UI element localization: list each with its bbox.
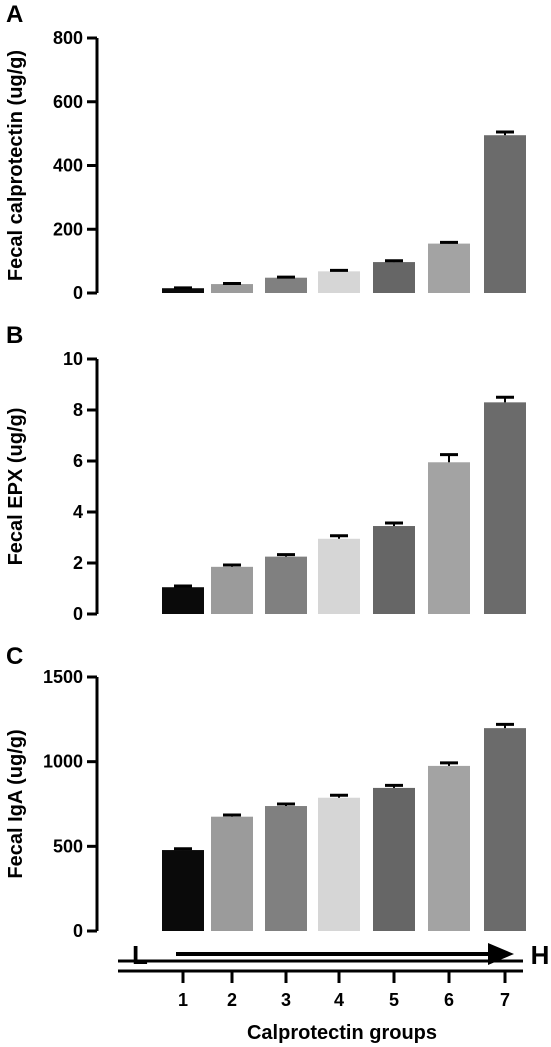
x-tick-label: 3 [281, 990, 291, 1010]
gradient-high-label: H [531, 940, 550, 970]
bar [211, 566, 253, 614]
x-tick-label: 4 [334, 990, 344, 1010]
y-tick-label: 0 [73, 283, 83, 303]
panel-letter: C [6, 643, 23, 670]
x-tick-label: 7 [500, 990, 510, 1010]
bar [484, 402, 526, 614]
chart-panel-c: C 0 500 1000 1500 Fecal IgA (ug/g) L H 1 2 3 4 5 6 7 Ca… [5, 643, 549, 1044]
bar [428, 765, 470, 931]
y-tick-label: 8 [73, 400, 83, 420]
y-tick-label: 1500 [43, 667, 83, 687]
chart-panel-a: A 0 200 400 600 800 Fecal calprotectin (ug/g) [5, 1, 526, 303]
bar [373, 787, 415, 931]
panel-letter: A [6, 1, 23, 28]
bar [162, 587, 204, 614]
bar [162, 288, 204, 293]
y-axis-title: Fecal IgA (ug/g) [5, 729, 27, 878]
y-axis-title: Fecal calprotectin (ug/g) [5, 50, 27, 281]
y-tick-label: 400 [53, 156, 83, 176]
x-tick-label: 1 [178, 990, 188, 1010]
y-tick-label: 2 [73, 553, 83, 573]
chart-panel-b: B 0 2 4 6 8 10 Fecal EPX (ug/g) [5, 322, 526, 624]
bar [428, 462, 470, 614]
bar [265, 806, 307, 931]
bar [211, 284, 253, 293]
x-tick-label: 5 [389, 990, 399, 1010]
x-tick-label: 6 [444, 990, 454, 1010]
y-tick-label: 500 [53, 836, 83, 856]
bar [318, 271, 360, 293]
bar [162, 850, 204, 931]
y-tick-label: 0 [73, 604, 83, 624]
y-tick-label: 4 [73, 502, 83, 522]
bar [484, 728, 526, 931]
y-tick-label: 200 [53, 219, 83, 239]
y-tick-label: 6 [73, 451, 83, 471]
bar [484, 135, 526, 293]
bar [318, 538, 360, 614]
bar [265, 556, 307, 614]
bar [428, 243, 470, 293]
y-axis-title: Fecal EPX (ug/g) [5, 408, 27, 566]
panel-letter: B [6, 322, 23, 349]
y-tick-label: 1000 [43, 752, 83, 772]
y-tick-label: 800 [53, 28, 83, 48]
gradient-low-label: L [132, 940, 148, 970]
bar [373, 526, 415, 614]
bar [211, 816, 253, 931]
bar [265, 277, 307, 293]
x-axis-title: Calprotectin groups [247, 1022, 437, 1044]
y-tick-label: 10 [63, 349, 83, 369]
bar [373, 262, 415, 293]
x-tick-label: 2 [227, 990, 237, 1010]
y-tick-label: 0 [73, 921, 83, 941]
gradient-arrow-head [488, 943, 514, 965]
y-tick-label: 600 [53, 92, 83, 112]
bar [318, 797, 360, 931]
